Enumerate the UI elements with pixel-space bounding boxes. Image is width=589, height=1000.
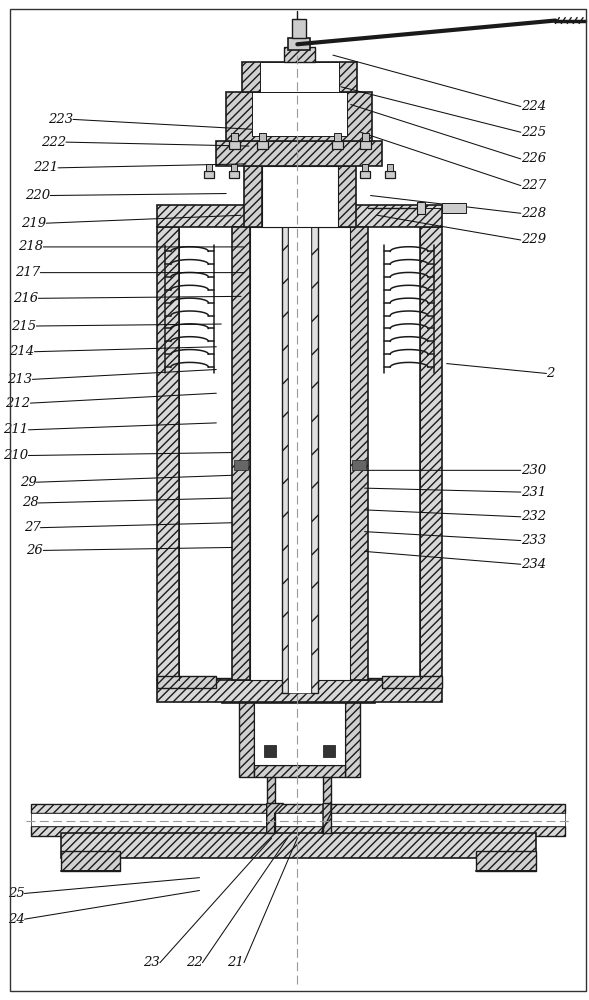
Text: 224: 224 <box>521 100 546 113</box>
Text: 223: 223 <box>48 113 73 126</box>
Text: 226: 226 <box>521 152 546 165</box>
Text: 27: 27 <box>24 521 40 534</box>
Bar <box>311 179 318 693</box>
Text: 217: 217 <box>15 266 40 279</box>
Bar <box>352 460 366 470</box>
Bar <box>157 676 216 688</box>
Bar <box>420 227 442 680</box>
Bar <box>417 202 425 214</box>
Bar <box>157 227 178 680</box>
Text: 227: 227 <box>521 179 546 192</box>
Bar <box>388 164 393 171</box>
Text: 214: 214 <box>9 345 34 358</box>
Bar <box>323 745 335 757</box>
Bar <box>267 764 274 833</box>
Bar <box>254 693 345 765</box>
Polygon shape <box>267 804 283 833</box>
Bar <box>254 765 345 777</box>
Bar <box>252 92 347 136</box>
Text: 211: 211 <box>4 423 28 436</box>
Bar <box>382 676 442 688</box>
Bar <box>61 833 535 858</box>
Text: 213: 213 <box>7 373 32 386</box>
Polygon shape <box>321 804 331 833</box>
Bar <box>259 133 266 141</box>
Bar <box>231 133 238 141</box>
Bar <box>345 693 360 777</box>
Bar <box>234 460 248 470</box>
Bar <box>31 804 565 813</box>
Bar <box>61 851 120 871</box>
Text: 219: 219 <box>21 217 47 230</box>
Bar <box>289 38 310 50</box>
Bar <box>222 685 375 703</box>
Bar <box>362 133 369 141</box>
Bar <box>338 166 356 227</box>
Bar <box>231 164 237 171</box>
Bar <box>360 171 369 178</box>
Text: 28: 28 <box>22 496 38 509</box>
Bar <box>362 164 368 171</box>
Text: 231: 231 <box>521 486 546 499</box>
Bar <box>360 141 370 149</box>
Bar <box>289 179 311 693</box>
Bar <box>282 179 289 693</box>
Text: 26: 26 <box>27 544 43 557</box>
Bar <box>477 851 535 871</box>
Bar <box>250 227 350 680</box>
Text: 234: 234 <box>521 558 546 571</box>
Bar <box>239 693 254 777</box>
Bar <box>31 826 565 836</box>
Text: 216: 216 <box>13 292 38 305</box>
Bar <box>244 166 262 227</box>
Bar <box>216 141 382 166</box>
Text: 222: 222 <box>41 136 66 149</box>
Text: 229: 229 <box>521 233 546 246</box>
Text: 228: 228 <box>521 207 546 220</box>
Bar <box>332 141 343 149</box>
Bar <box>323 764 331 833</box>
Text: 25: 25 <box>8 887 25 900</box>
Bar <box>262 166 338 227</box>
Bar <box>292 19 306 38</box>
Bar <box>242 62 357 92</box>
Bar <box>232 227 250 680</box>
Text: 24: 24 <box>8 913 25 926</box>
Bar <box>260 62 339 92</box>
Bar <box>283 47 315 62</box>
Text: 221: 221 <box>33 161 58 174</box>
Bar <box>385 171 395 178</box>
Bar <box>229 141 240 149</box>
Text: 218: 218 <box>18 240 43 253</box>
Text: 23: 23 <box>143 956 160 969</box>
Text: 21: 21 <box>227 956 244 969</box>
Bar <box>157 205 442 227</box>
Text: 2: 2 <box>547 367 555 380</box>
Text: 215: 215 <box>11 320 37 333</box>
Text: 22: 22 <box>186 956 203 969</box>
Bar <box>264 745 276 757</box>
Bar <box>257 141 268 149</box>
Text: 210: 210 <box>4 449 28 462</box>
Bar <box>442 203 466 213</box>
Text: 212: 212 <box>5 397 31 410</box>
Bar <box>334 133 341 141</box>
Text: 233: 233 <box>521 534 546 547</box>
Text: 232: 232 <box>521 510 546 523</box>
Text: 220: 220 <box>25 189 50 202</box>
Text: 225: 225 <box>521 126 546 139</box>
Bar <box>31 813 565 826</box>
Bar <box>350 227 368 680</box>
Bar <box>204 171 214 178</box>
Bar <box>157 680 442 702</box>
Bar <box>229 171 239 178</box>
Text: 230: 230 <box>521 464 546 477</box>
Bar <box>204 678 394 690</box>
Bar <box>206 164 213 171</box>
Text: 29: 29 <box>19 476 37 489</box>
Bar <box>226 92 372 141</box>
